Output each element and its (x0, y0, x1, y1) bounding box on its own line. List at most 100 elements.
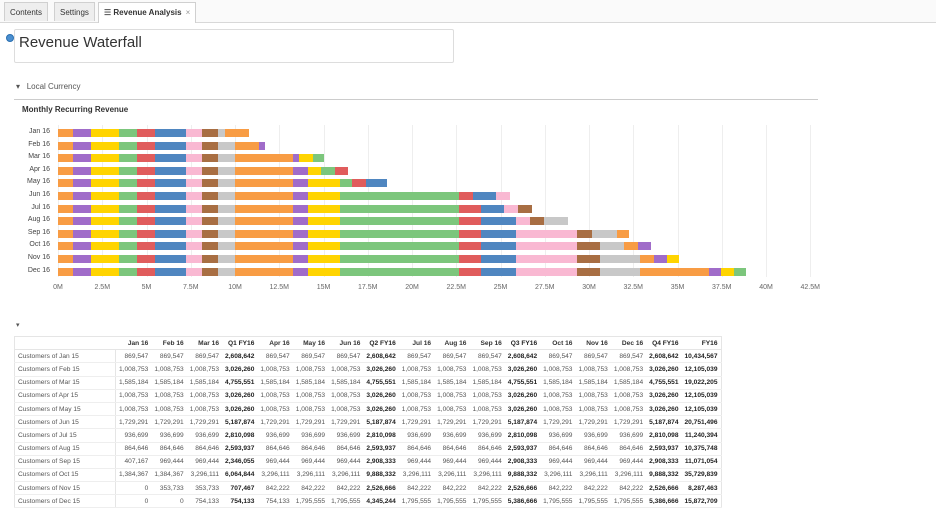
bar-segment[interactable] (119, 141, 138, 150)
bar-segment[interactable] (234, 267, 294, 276)
bar-segment[interactable] (185, 179, 203, 188)
bar-segment[interactable] (119, 166, 138, 175)
bar-segment[interactable] (458, 255, 481, 263)
bar-segment[interactable] (308, 267, 340, 276)
bar-segment[interactable] (480, 267, 517, 276)
bar-segment[interactable] (202, 141, 218, 150)
column-header[interactable]: Feb 16 (151, 336, 187, 351)
bar-segment[interactable] (495, 192, 510, 200)
bar-segment[interactable] (91, 242, 120, 251)
bar-segment[interactable] (458, 217, 481, 226)
bar-segment[interactable] (58, 217, 74, 226)
bar-segment[interactable] (155, 192, 186, 200)
bar-segment[interactable] (472, 192, 496, 200)
bar-segment[interactable] (339, 179, 352, 188)
bar-segment[interactable] (155, 242, 186, 251)
column-header[interactable]: Dec 16 (610, 336, 647, 351)
bar-segment[interactable] (185, 166, 203, 175)
bar-segment[interactable] (58, 229, 74, 238)
bar-segment[interactable] (202, 192, 218, 200)
bar-segment[interactable] (58, 154, 74, 163)
column-header[interactable]: May 16 (292, 336, 329, 351)
bar-segment[interactable] (299, 154, 313, 163)
bar-segment[interactable] (137, 141, 156, 150)
column-header[interactable]: Nov 16 (575, 336, 611, 351)
bar-segment[interactable] (202, 229, 218, 238)
bar-segment[interactable] (516, 267, 578, 276)
bar-segment[interactable] (155, 129, 186, 137)
bar-segment[interactable] (91, 179, 120, 188)
bar-segment[interactable] (91, 204, 120, 213)
bar-segment[interactable] (217, 255, 235, 263)
bar-segment[interactable] (185, 229, 203, 238)
bar-segment[interactable] (321, 166, 335, 175)
bar-segment[interactable] (185, 255, 203, 263)
bar-segment[interactable] (119, 192, 138, 200)
bar-segment[interactable] (709, 267, 722, 276)
bar-segment[interactable] (119, 179, 138, 188)
bar-segment[interactable] (137, 217, 156, 226)
bar-segment[interactable] (185, 242, 203, 251)
bar-segment[interactable] (91, 267, 120, 276)
bar-segment[interactable] (217, 229, 235, 238)
bar-segment[interactable] (293, 204, 309, 213)
column-header[interactable]: Q1 FY16 (222, 336, 258, 351)
bar-segment[interactable] (137, 129, 156, 137)
bar-segment[interactable] (58, 141, 74, 150)
bar-segment[interactable] (119, 217, 138, 226)
bar-segment[interactable] (480, 229, 517, 238)
tab-settings[interactable]: Settings (54, 2, 95, 21)
bar-segment[interactable] (155, 179, 186, 188)
bar-segment[interactable] (73, 141, 92, 150)
bar-segment[interactable] (185, 267, 203, 276)
bar-segment[interactable] (185, 129, 203, 137)
bar-segment[interactable] (217, 141, 235, 150)
bar-segment[interactable] (155, 229, 186, 238)
bar-segment[interactable] (530, 217, 545, 226)
bar-segment[interactable] (217, 242, 235, 251)
bar-segment[interactable] (217, 192, 235, 200)
page-title-input[interactable]: Revenue Waterfall (14, 29, 454, 63)
bar-segment[interactable] (234, 141, 260, 150)
bar-segment[interactable] (616, 229, 630, 238)
bar-segment[interactable] (458, 242, 481, 251)
bar-segment[interactable] (58, 179, 74, 188)
bar-segment[interactable] (308, 242, 340, 251)
bar-segment[interactable] (308, 255, 340, 263)
bar-segment[interactable] (339, 242, 459, 251)
bar-segment[interactable] (654, 255, 667, 263)
bar-segment[interactable] (217, 179, 235, 188)
bar-segment[interactable] (137, 267, 156, 276)
bar-segment[interactable] (293, 267, 309, 276)
bar-segment[interactable] (137, 204, 156, 213)
bar-segment[interactable] (73, 192, 92, 200)
bar-segment[interactable] (638, 242, 651, 251)
bar-segment[interactable] (293, 192, 309, 200)
bar-segment[interactable] (733, 267, 747, 276)
bar-segment[interactable] (185, 217, 203, 226)
bar-segment[interactable] (137, 192, 156, 200)
bar-segment[interactable] (202, 204, 218, 213)
bar-segment[interactable] (516, 229, 578, 238)
bar-segment[interactable] (516, 255, 578, 263)
bar-segment[interactable] (73, 166, 92, 175)
column-header[interactable]: Jun 16 (328, 336, 364, 351)
bar-segment[interactable] (293, 179, 309, 188)
info-icon[interactable] (6, 34, 14, 42)
bar-segment[interactable] (308, 204, 340, 213)
bar-segment[interactable] (639, 267, 709, 276)
bar-segment[interactable] (185, 154, 203, 163)
bar-segment[interactable] (600, 255, 640, 263)
bar-segment[interactable] (91, 229, 120, 238)
bar-segment[interactable] (91, 255, 120, 263)
bar-segment[interactable] (155, 267, 186, 276)
bar-segment[interactable] (119, 229, 138, 238)
bar-segment[interactable] (312, 154, 325, 163)
bar-segment[interactable] (185, 204, 203, 213)
bar-segment[interactable] (119, 204, 138, 213)
bar-segment[interactable] (155, 217, 186, 226)
bar-segment[interactable] (339, 267, 459, 276)
bar-segment[interactable] (234, 179, 294, 188)
bar-segment[interactable] (119, 129, 138, 137)
bar-segment[interactable] (119, 267, 138, 276)
